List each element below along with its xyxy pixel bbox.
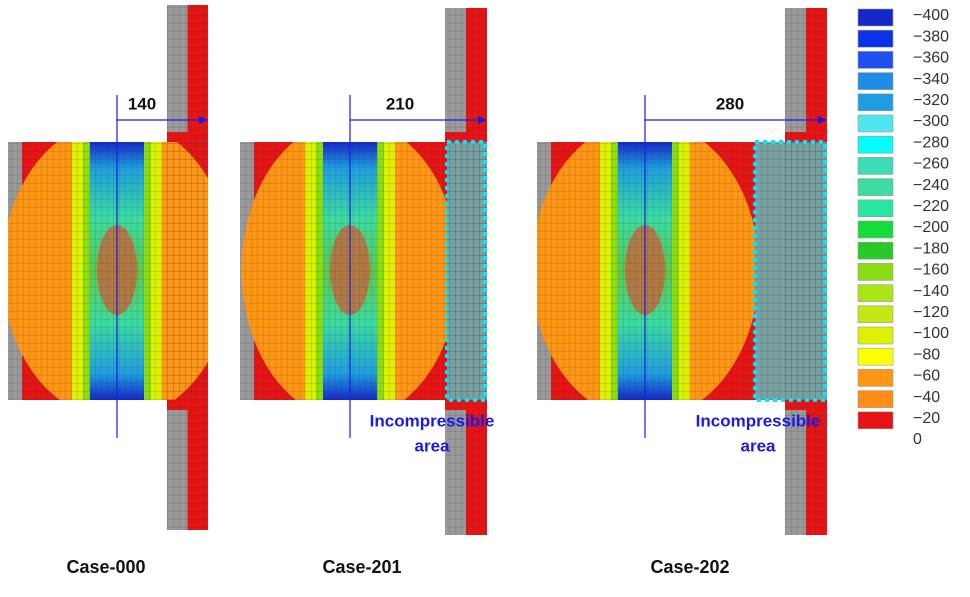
legend-label: −400 [913,7,949,24]
legend-label: −340 [913,71,949,88]
arrow [199,116,208,124]
legend-label: −320 [913,92,949,109]
legend-swatch [857,8,894,27]
legend-label: 0 [913,431,922,448]
legend-label: −160 [913,262,949,279]
legend-swatch [857,72,894,90]
legend-swatch [857,263,894,281]
legend-swatch [857,51,894,69]
case-label: Case-201 [322,557,401,577]
dimension-label: 280 [716,94,744,113]
panel: 280 Incompressible area Case-202 [537,8,827,577]
legend-swatch [857,369,894,387]
legend-label: −380 [913,28,949,45]
legend-swatch [857,199,894,218]
mesh [167,5,208,530]
annotation: area [415,436,451,455]
case-label: Case-202 [650,557,729,577]
legend-swatch [857,305,894,324]
annotation: area [741,436,777,455]
legend-label: −300 [913,113,949,130]
legend-swatch [857,284,894,302]
mesh [785,8,827,535]
legend-label: −20 [913,410,940,427]
block [537,142,827,400]
legend-swatch [857,411,894,430]
dimension-label: 210 [386,94,414,113]
legend-label: −360 [913,50,949,67]
legend-swatch [857,93,894,112]
annotation: Incompressible [370,411,495,430]
legend-label: −40 [913,389,940,406]
legend-swatch [857,157,894,175]
legend-swatch [857,241,894,260]
legend: −400−380−360−340−320−300−280−260−240−220… [857,7,949,448]
legend-label: −100 [913,325,949,342]
legend-label: −80 [913,346,940,363]
arrow [818,116,827,124]
legend-label: −60 [913,368,940,385]
legend-label: −260 [913,156,949,173]
mesh [537,142,827,400]
legend-swatch [857,326,894,345]
legend-swatch [857,390,894,408]
legend-swatch [857,135,894,154]
annotation: Incompressible [696,411,821,430]
mesh [445,8,487,535]
legend-swatch [857,220,894,239]
dotted-box [753,140,827,402]
dotted-box [445,140,487,402]
legend-swatch [857,29,894,48]
legend-label: −180 [913,240,949,257]
panel: 210 Incompressible area Case-201 [240,8,494,577]
arrow [478,116,487,124]
legend-swatch [857,347,894,366]
panel: 140 Case-000 [8,5,208,577]
case-label: Case-000 [66,557,145,577]
dimension-label: 140 [128,94,156,113]
legend-label: −120 [913,304,949,321]
legend-label: −220 [913,198,949,215]
legend-swatch [857,178,894,196]
legend-swatch [857,114,894,133]
legend-label: −280 [913,134,949,151]
legend-label: −240 [913,177,949,194]
legend-label: −200 [913,219,949,236]
legend-label: −140 [913,283,949,300]
